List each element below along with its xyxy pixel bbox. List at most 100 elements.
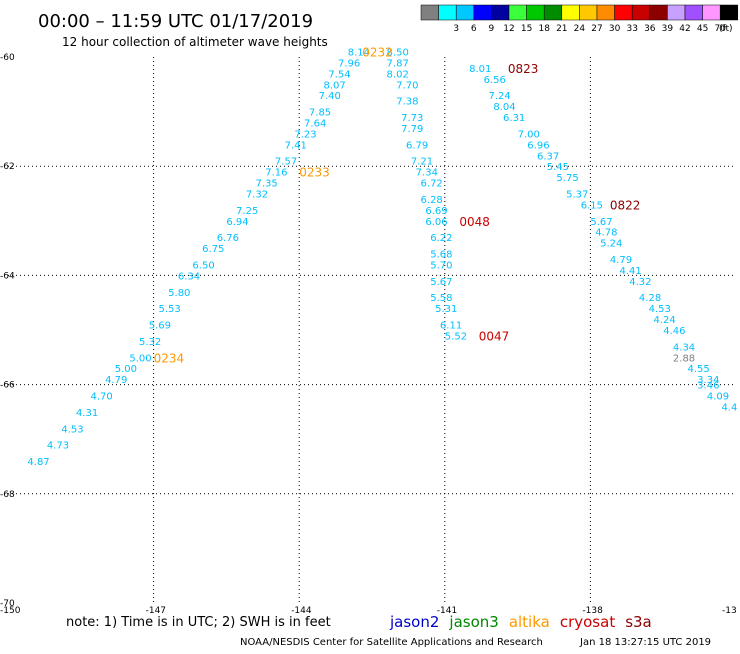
- legend-label: 18: [538, 24, 550, 34]
- data-point-value: 7.87: [387, 58, 409, 69]
- data-point-value: 7.40: [319, 91, 341, 102]
- data-point-value: 5.52: [445, 331, 467, 342]
- data-point-value: 4.24: [653, 315, 675, 326]
- data-point-value: 4.70: [91, 392, 113, 403]
- legend-label: 24: [574, 24, 586, 34]
- data-point-value: 7.00: [518, 129, 540, 140]
- data-point-value: 7.16: [265, 168, 287, 179]
- legend-swatch: [491, 4, 510, 21]
- data-point-value: 8.01: [469, 64, 491, 75]
- data-point-value: 8.07: [323, 80, 345, 91]
- data-point-value: 6.50: [192, 260, 214, 271]
- data-points: 4.874.734.534.314.704.795.005.005.325.69…: [27, 48, 737, 469]
- page-title: 00:00 – 11:59 UTC 01/17/2019: [38, 11, 313, 32]
- legend-swatch: [667, 4, 686, 21]
- x-tick-label: -144: [291, 606, 312, 616]
- x-tick-label: -147: [146, 606, 166, 616]
- time-label: 0823: [508, 62, 539, 76]
- data-point-value: 4.79: [610, 255, 632, 266]
- data-point-value: 7.41: [285, 140, 307, 151]
- data-point-value: 5.58: [430, 293, 452, 304]
- time-annotations: 0232 0233 0234 0048 0047 0823 0822: [154, 46, 641, 366]
- data-point-value: 8.14: [348, 48, 370, 59]
- legend-swatch: [543, 4, 563, 21]
- y-tick-label: -70: [0, 599, 15, 609]
- time-label: 0047: [479, 329, 510, 343]
- x-tick-label: -141: [437, 606, 457, 616]
- satellite-s3a: s3a: [625, 613, 652, 631]
- data-point-value: 8.02: [387, 69, 409, 80]
- footer-note: note: 1) Time is in UTC; 2) SWH is in fe…: [66, 615, 331, 630]
- data-point-value: 6.28: [421, 195, 443, 206]
- data-point-value: 7.54: [328, 69, 350, 80]
- data-point-value: 6.72: [421, 179, 443, 190]
- data-point-value: 7.64: [304, 119, 326, 130]
- legend-swatch: [702, 4, 721, 21]
- data-point-value: 4.46: [663, 326, 685, 337]
- grid-lines: [8, 57, 736, 603]
- legend-label: 27: [591, 24, 602, 34]
- time-label: 0822: [610, 198, 641, 212]
- y-tick-label: -60: [0, 53, 15, 63]
- y-tick-label: -62: [0, 162, 15, 172]
- y-tick-label: -66: [0, 381, 15, 391]
- data-point-value: 5.67: [590, 217, 612, 228]
- data-point-value: 4.09: [707, 392, 729, 403]
- data-point-value: 6.15: [581, 200, 603, 211]
- data-point-value: 5.69: [149, 321, 171, 332]
- time-label: 0232: [362, 46, 393, 60]
- data-point-value: 6.94: [226, 217, 248, 228]
- data-point-value: 4.78: [595, 228, 617, 239]
- footer-credit: NOAA/NESDIS Center for Satellite Applica…: [240, 637, 543, 648]
- legend-unit: (ft): [719, 24, 733, 34]
- data-point-value: 6.76: [217, 233, 239, 244]
- data-point-value: 5.67: [430, 277, 452, 288]
- data-point-value: 6.69: [425, 206, 447, 217]
- data-point-value: 5.37: [566, 190, 588, 201]
- time-label: 0233: [299, 166, 330, 180]
- data-point-value: 8.50: [387, 48, 409, 59]
- data-point-value: 4.73: [47, 441, 69, 452]
- legend-swatch: [455, 4, 475, 21]
- data-point-value: 5.24: [600, 239, 622, 250]
- footer-timestamp: Jan 18 13:27:15 UTC 2019: [579, 637, 711, 648]
- data-point-value: 6.75: [202, 244, 224, 255]
- data-point-value: 8.04: [493, 102, 515, 113]
- legend-swatch: [649, 4, 668, 21]
- data-point-value: 5.00: [129, 353, 151, 364]
- data-point-value: 4.87: [27, 457, 49, 468]
- x-tick-label: -138: [582, 606, 603, 616]
- data-point-value: 6.06: [425, 217, 447, 228]
- legend-label: 6: [471, 24, 477, 34]
- data-point-value: 5.70: [430, 260, 452, 271]
- data-point-value: 5.00: [115, 364, 137, 375]
- data-point-value: 7.21: [411, 157, 433, 168]
- data-point-value: 4.28: [639, 293, 661, 304]
- legend-swatch: [631, 4, 651, 21]
- data-point-value: 7.23: [294, 129, 316, 140]
- data-point-value: 5.75: [556, 173, 578, 184]
- y-tick-label: -64: [0, 271, 15, 281]
- data-point-value: 4.55: [687, 364, 709, 375]
- data-point-value: 2.88: [673, 353, 695, 364]
- data-point-value: 5.31: [435, 304, 457, 315]
- data-point-value: 5.32: [139, 337, 161, 348]
- data-point-value: 5.53: [158, 304, 180, 315]
- satellite-jason2: jason2: [389, 613, 439, 631]
- data-point-value: 7.96: [338, 58, 360, 69]
- data-point-value: 6.37: [537, 151, 559, 162]
- satellite-legend: jason2 jason3 altika cryosat s3a: [389, 613, 652, 631]
- legend-swatch: [420, 4, 439, 21]
- data-point-value: 7.34: [416, 168, 438, 179]
- legend-swatch: [561, 4, 580, 21]
- x-tick-label: -150: [0, 606, 21, 616]
- data-point-value: 6.96: [527, 140, 549, 151]
- data-point-value: 7.70: [396, 80, 418, 91]
- data-point-value: 7.32: [246, 190, 268, 201]
- x-tick-label: -13: [722, 606, 737, 616]
- data-point-value: 4.53: [61, 424, 83, 435]
- data-point-value: 7.73: [401, 113, 423, 124]
- data-point-value: 5.45: [547, 162, 569, 173]
